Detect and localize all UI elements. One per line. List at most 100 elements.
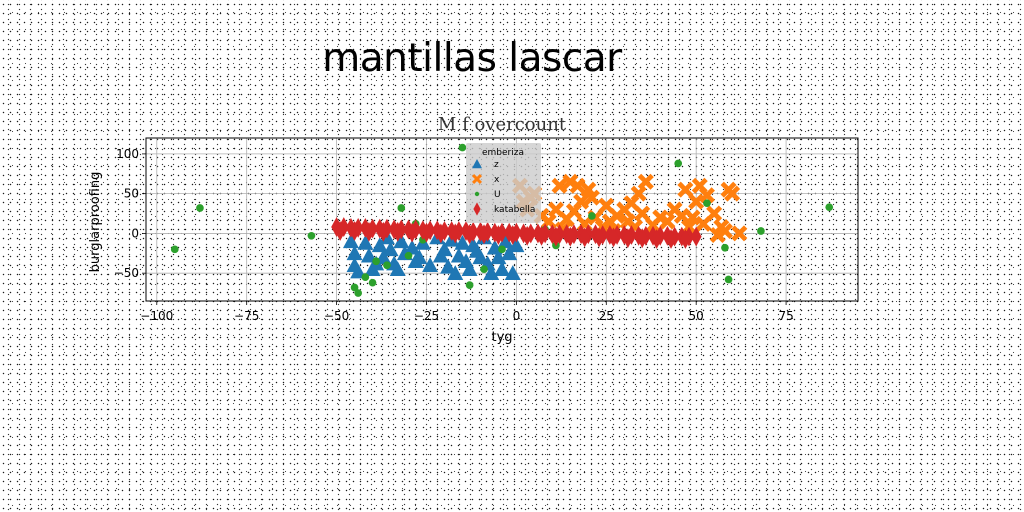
y-axis-label: burglarproofing bbox=[88, 172, 103, 273]
data-point bbox=[637, 173, 654, 190]
data-point bbox=[478, 224, 490, 245]
data-point bbox=[724, 185, 741, 202]
series-z bbox=[342, 229, 525, 280]
data-point bbox=[674, 159, 683, 168]
data-point bbox=[703, 199, 711, 208]
y-tick-label: 100 bbox=[116, 147, 139, 161]
data-point bbox=[368, 278, 377, 287]
data-point bbox=[422, 257, 439, 273]
x-tick-label: 0 bbox=[513, 309, 521, 323]
data-point bbox=[449, 223, 461, 244]
legend-title: emberiza bbox=[482, 148, 524, 158]
data-point bbox=[498, 245, 506, 254]
data-point bbox=[350, 283, 359, 292]
data-point bbox=[651, 229, 663, 249]
data-point bbox=[397, 204, 406, 212]
data-point bbox=[350, 263, 367, 279]
figure-title-text: mantillas lascar bbox=[322, 36, 622, 81]
figure-title: mantillas lascar bbox=[0, 36, 944, 81]
data-point bbox=[630, 185, 647, 202]
data-point bbox=[372, 257, 380, 266]
data-point bbox=[695, 215, 712, 232]
data-point bbox=[709, 227, 726, 244]
data-point bbox=[536, 225, 547, 246]
data-point bbox=[677, 181, 694, 198]
data-point bbox=[196, 204, 204, 212]
data-point bbox=[724, 275, 733, 284]
data-point bbox=[468, 242, 485, 258]
x-tick-label: −50 bbox=[324, 309, 349, 323]
data-point bbox=[508, 237, 525, 253]
data-point bbox=[622, 228, 634, 249]
data-point bbox=[588, 212, 596, 220]
data-point bbox=[679, 229, 691, 249]
data-point bbox=[521, 225, 533, 246]
data-point bbox=[583, 189, 600, 206]
series-katabella bbox=[331, 217, 702, 249]
data-point bbox=[371, 237, 388, 253]
data-point bbox=[392, 221, 404, 242]
data-point bbox=[454, 234, 471, 250]
data-point bbox=[389, 261, 406, 276]
x-tick-label: 75 bbox=[778, 309, 793, 323]
data-point bbox=[684, 209, 701, 226]
data-point bbox=[404, 239, 421, 255]
data-point bbox=[461, 261, 478, 276]
y-tick-label: 0 bbox=[131, 226, 139, 240]
data-point bbox=[447, 265, 464, 280]
legend-marker bbox=[472, 174, 482, 184]
legend-marker bbox=[472, 159, 482, 169]
data-point bbox=[334, 221, 346, 241]
data-point bbox=[580, 181, 597, 198]
data-point bbox=[665, 229, 677, 249]
data-point bbox=[494, 261, 510, 276]
data-point bbox=[432, 247, 449, 263]
data-point bbox=[377, 221, 389, 242]
legend-label: katabella bbox=[494, 205, 535, 215]
data-point bbox=[550, 226, 562, 247]
x-tick-label: −25 bbox=[414, 309, 439, 323]
legend-label: U bbox=[494, 190, 501, 200]
y-axis: −50 0 50 100 bbox=[114, 147, 146, 280]
data-point bbox=[757, 227, 765, 235]
data-point bbox=[338, 217, 350, 237]
data-point bbox=[706, 205, 723, 222]
data-point bbox=[551, 177, 568, 194]
data-point bbox=[458, 253, 475, 269]
data-point bbox=[569, 177, 586, 194]
data-point bbox=[465, 281, 474, 289]
y-tick-label: −50 bbox=[114, 266, 139, 280]
data-point bbox=[608, 227, 619, 248]
x-tick-label: 50 bbox=[689, 309, 704, 323]
data-point bbox=[435, 223, 447, 244]
chart-title: M f overcount bbox=[438, 114, 567, 135]
data-point bbox=[349, 221, 360, 241]
x-axis: −100 −75 −50 −25 0 25 50 75 bbox=[140, 301, 794, 323]
data-point bbox=[361, 273, 370, 281]
data-point bbox=[483, 265, 500, 280]
data-point bbox=[634, 205, 651, 222]
data-point bbox=[721, 243, 729, 252]
data-point bbox=[382, 241, 399, 257]
x-tick-label: 25 bbox=[599, 309, 614, 323]
legend-marker bbox=[473, 202, 481, 216]
data-point bbox=[507, 225, 519, 245]
data-point bbox=[450, 247, 467, 263]
data-point bbox=[421, 222, 432, 243]
data-point bbox=[490, 249, 507, 265]
data-point bbox=[354, 289, 363, 297]
data-point bbox=[501, 245, 518, 261]
data-point bbox=[383, 261, 391, 270]
x-tick-label: −75 bbox=[234, 309, 259, 323]
data-point bbox=[659, 213, 676, 230]
legend-label: x bbox=[494, 175, 500, 185]
data-point bbox=[579, 227, 591, 248]
data-point bbox=[440, 258, 457, 274]
data-point bbox=[731, 225, 748, 242]
legend-label: z bbox=[494, 160, 499, 170]
data-point bbox=[497, 233, 514, 249]
data-point bbox=[598, 197, 615, 214]
